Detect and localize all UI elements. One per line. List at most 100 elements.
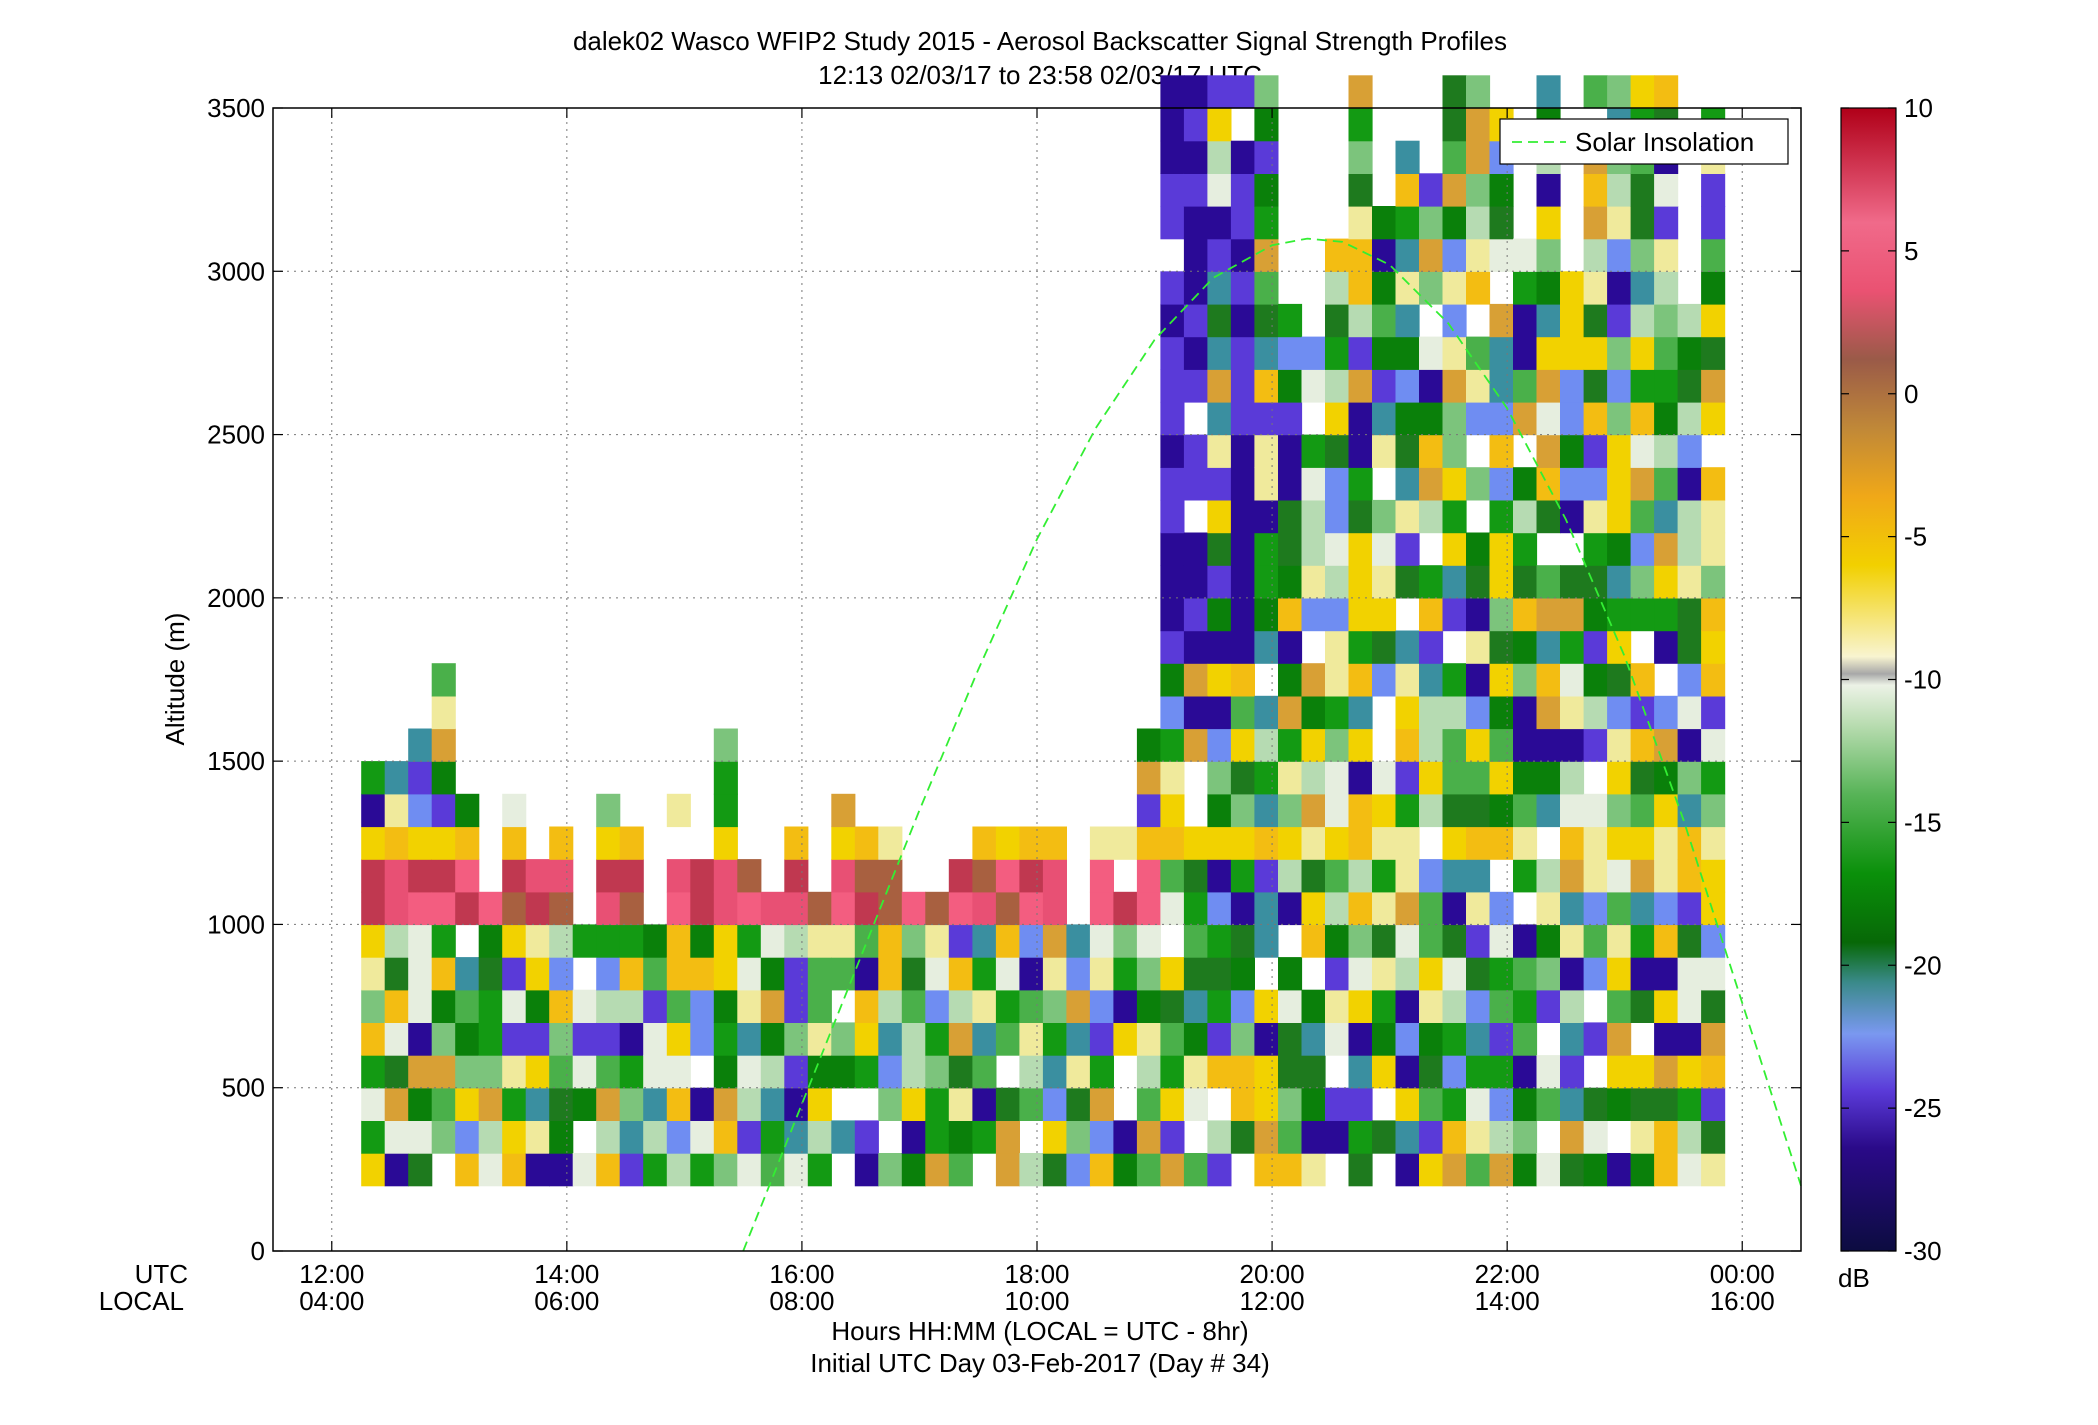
heatmap-cell — [1348, 108, 1373, 142]
heatmap-cell — [1348, 1120, 1373, 1154]
heatmap-cell — [1254, 565, 1279, 599]
heatmap-cell — [431, 663, 456, 697]
heatmap-cell — [1136, 989, 1161, 1023]
heatmap-cell — [1654, 336, 1679, 370]
heatmap-cell — [384, 1055, 409, 1089]
heatmap-cell — [1536, 401, 1561, 436]
x-tick-label-local: 04:00 — [299, 1286, 364, 1316]
heatmap-cell — [831, 891, 856, 926]
heatmap-cell — [1442, 826, 1467, 860]
heatmap-cell — [1442, 924, 1467, 958]
heatmap-cell — [1183, 369, 1208, 403]
heatmap-cell — [1466, 597, 1491, 632]
heatmap-cell — [361, 1120, 386, 1154]
heatmap-cell — [1019, 1087, 1044, 1121]
heatmap-cell — [1160, 663, 1185, 697]
heatmap-cell — [1677, 336, 1702, 370]
heatmap-cell — [1536, 728, 1561, 762]
heatmap-cell — [995, 1120, 1020, 1154]
heatmap-cell — [1278, 1087, 1303, 1121]
heatmap-cell — [1513, 1022, 1538, 1056]
heatmap-cell — [572, 1087, 597, 1121]
heatmap-cell — [1607, 957, 1632, 991]
heatmap-cell — [1325, 630, 1350, 664]
heatmap-cell — [1442, 728, 1467, 762]
heatmap-cell — [1419, 1055, 1444, 1089]
heatmap-cell — [1207, 173, 1232, 207]
heatmap-cell — [737, 1022, 762, 1056]
heatmap-cell — [1183, 1087, 1208, 1121]
heatmap-cell — [1583, 1120, 1608, 1154]
heatmap-cell — [1419, 434, 1444, 468]
heatmap-cell — [1466, 238, 1491, 272]
heatmap-cell — [1395, 891, 1420, 926]
heatmap-cell — [1560, 467, 1585, 501]
heatmap-cell — [1607, 761, 1632, 795]
heatmap-cell — [854, 826, 879, 860]
heatmap-cell — [596, 989, 621, 1023]
heatmap-cell — [1278, 859, 1303, 893]
heatmap-cell — [1701, 728, 1726, 762]
heatmap-cell — [1489, 989, 1514, 1023]
heatmap-cell — [948, 924, 973, 958]
heatmap-cell — [408, 989, 433, 1023]
heatmap-cell — [1254, 401, 1279, 436]
heatmap-cell — [1560, 597, 1585, 632]
heatmap-cell — [1466, 108, 1491, 142]
colorbar-label: dB — [1838, 1263, 1870, 1293]
heatmap-cell — [1066, 1055, 1091, 1089]
heatmap-cell — [1348, 957, 1373, 991]
heatmap-cell — [1183, 336, 1208, 370]
heatmap-cell — [1630, 238, 1655, 272]
heatmap-cell — [1042, 1153, 1067, 1187]
heatmap-cell — [1583, 75, 1608, 109]
heatmap-cell — [1513, 597, 1538, 632]
heatmap-cell — [1630, 761, 1655, 795]
heatmap-cell — [1607, 369, 1632, 403]
heatmap-cell — [1066, 1120, 1091, 1154]
heatmap-cell — [690, 989, 715, 1023]
heatmap-cell — [878, 1087, 903, 1121]
heatmap-cell — [1630, 859, 1655, 893]
heatmap-cell — [784, 826, 809, 860]
heatmap-cell — [1536, 663, 1561, 697]
heatmap-cell — [1654, 434, 1679, 468]
heatmap-cell — [1042, 924, 1067, 958]
heatmap-cell — [1583, 793, 1608, 828]
heatmap-cell — [1654, 467, 1679, 501]
heatmap-cell — [1489, 924, 1514, 958]
heatmap-cell — [760, 989, 785, 1023]
heatmap-cell — [1583, 173, 1608, 207]
heatmap-cell — [1489, 173, 1514, 207]
heatmap-cell — [760, 891, 785, 926]
heatmap-cell — [831, 957, 856, 991]
heatmap-cell — [1607, 663, 1632, 697]
heatmap-cell — [666, 1153, 691, 1187]
heatmap-cell — [1207, 663, 1232, 697]
heatmap-cell — [431, 989, 456, 1023]
heatmap-cell — [1207, 140, 1232, 174]
heatmap-cell — [1583, 597, 1608, 632]
colorbar-tick-label: 5 — [1904, 236, 1918, 266]
heatmap-cell — [1395, 206, 1420, 240]
heatmap-cell — [1254, 924, 1279, 958]
heatmap-cell — [1278, 499, 1303, 534]
heatmap-cell — [1230, 793, 1255, 828]
heatmap-cell — [1419, 565, 1444, 599]
heatmap-cell — [878, 891, 903, 926]
heatmap-cell — [1536, 957, 1561, 991]
heatmap-cell — [760, 1055, 785, 1089]
heatmap-cell — [384, 859, 409, 893]
heatmap-cell — [1183, 434, 1208, 468]
heatmap-cell — [361, 957, 386, 991]
y-axis-ticks: 0 500 1000 1500 2000 2500 3000 3500 — [207, 93, 1801, 1266]
heatmap-cell — [1701, 271, 1726, 305]
heatmap-cell — [760, 1087, 785, 1121]
heatmap-cell — [1254, 630, 1279, 664]
heatmap-cell — [1536, 565, 1561, 599]
heatmap-cell — [690, 1087, 715, 1121]
heatmap-cell — [831, 924, 856, 958]
heatmap-cell — [1677, 663, 1702, 697]
heatmap-cell — [643, 1153, 668, 1187]
heatmap-cell — [1701, 532, 1726, 566]
